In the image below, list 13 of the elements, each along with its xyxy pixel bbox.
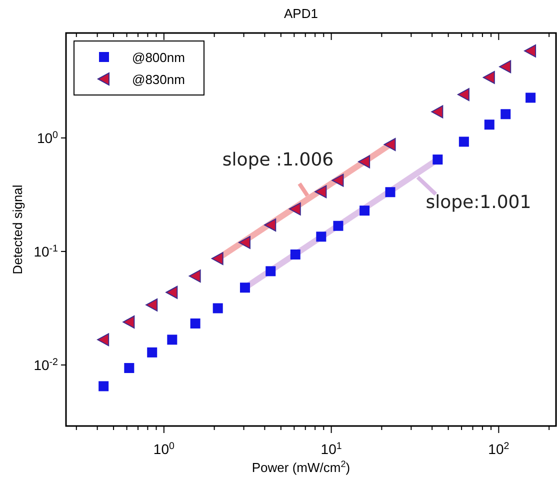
x-tick-label: 10$^{0}$ <box>153 440 175 457</box>
y-tick-label: 10$^{-2}$ <box>34 356 58 373</box>
annotation: slope:1.001 <box>426 192 532 214</box>
x-tick-label: 10$^{2}$ <box>488 440 510 457</box>
x-axis-title: Power (mW/cm$^{2}$) <box>252 459 350 475</box>
legend-label: @800nm <box>132 50 185 65</box>
x-tick-label: 10$^{1}$ <box>320 440 342 457</box>
legend-label: @830nm <box>132 72 185 87</box>
y-tick-label: 10$^{0}$ <box>36 129 59 146</box>
y-tick-label: 10$^{-1}$ <box>34 242 58 260</box>
chart-title: APD1 <box>284 6 318 21</box>
y-axis-title: Detected signal <box>10 184 25 274</box>
annotation: slope :1.006 <box>222 150 334 171</box>
